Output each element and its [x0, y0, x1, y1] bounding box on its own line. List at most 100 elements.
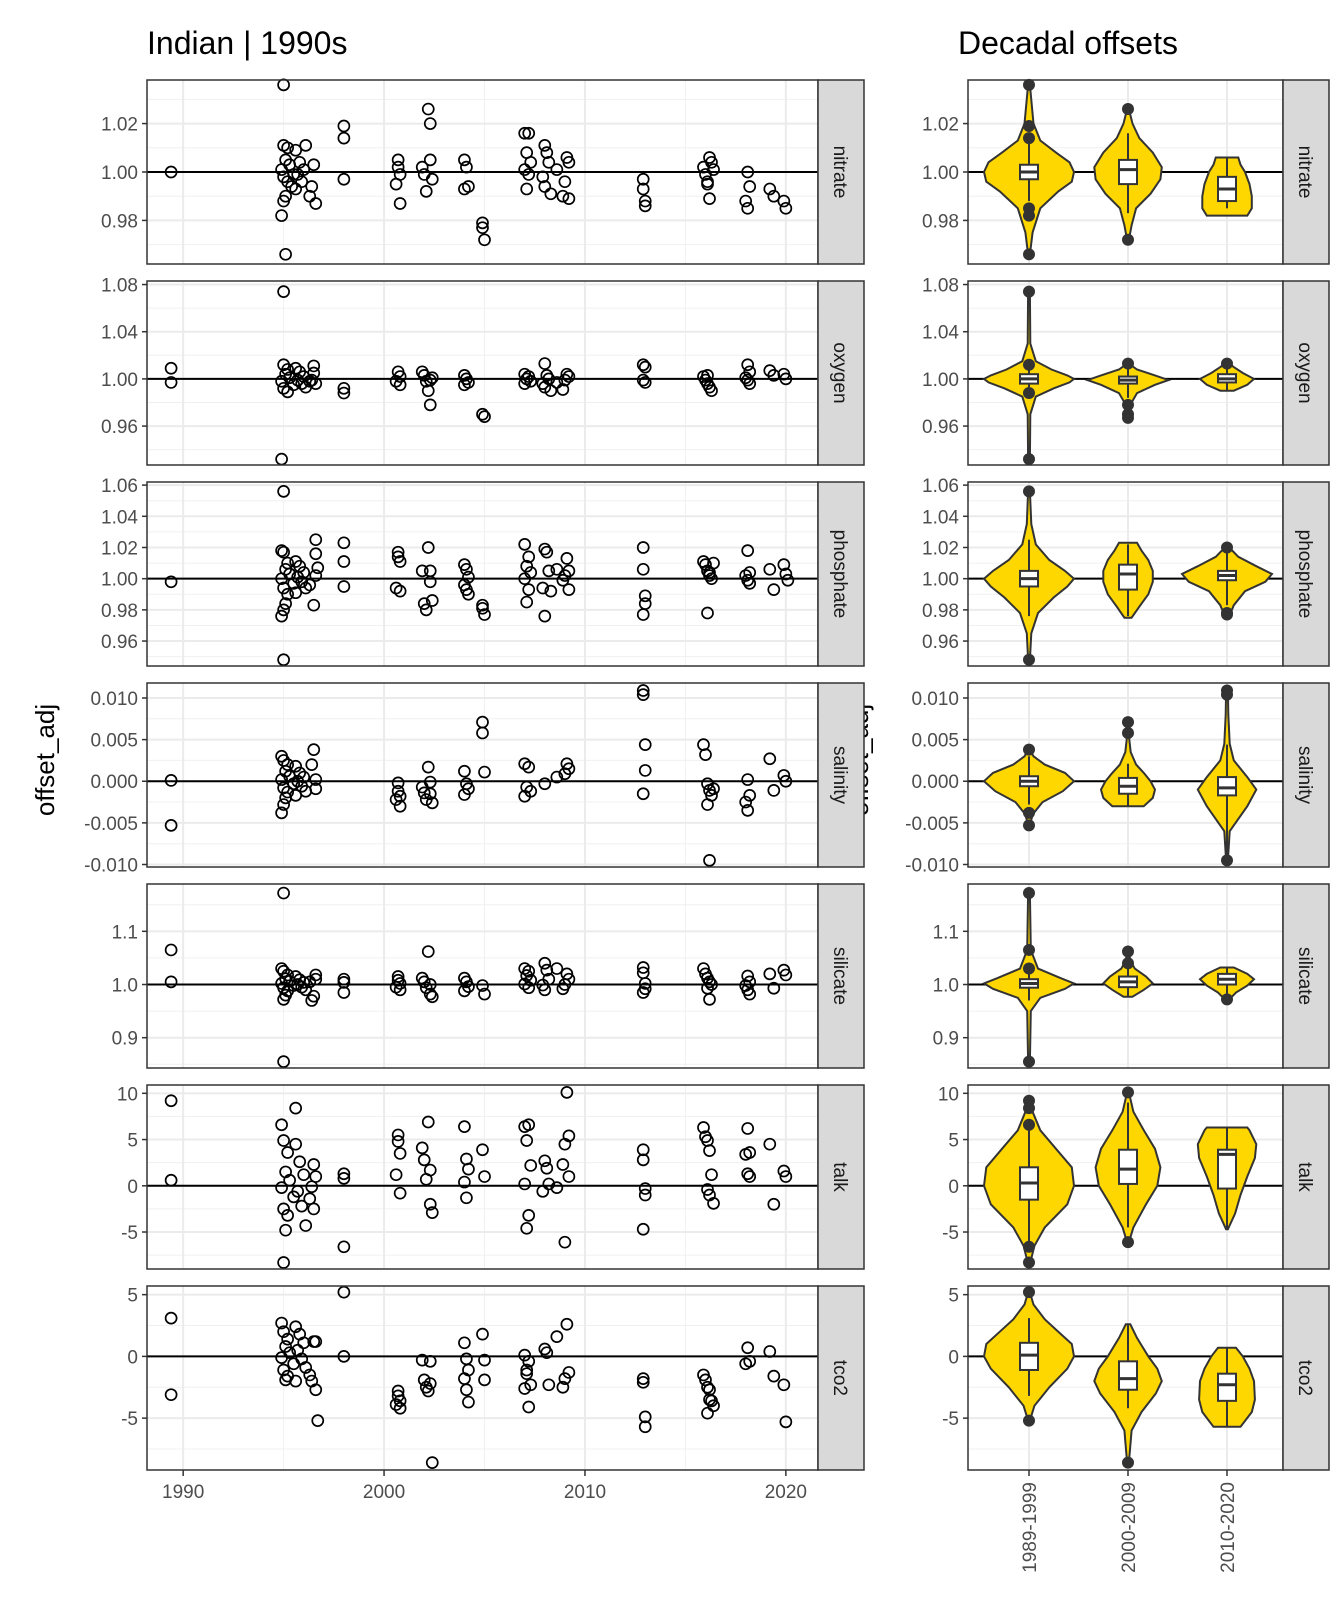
data-point	[389, 1398, 403, 1411]
data-point	[281, 1146, 294, 1159]
data-point	[636, 608, 650, 621]
y-tick-label: 0.000	[911, 772, 959, 793]
data-point	[636, 1153, 650, 1167]
outlier-point	[1023, 285, 1035, 298]
left-panel-salinity: -0.010 -0.005 0.000 0.005 0.010 salinity	[84, 682, 865, 877]
facet-strip	[1282, 883, 1330, 1069]
data-point	[277, 1134, 290, 1147]
data-point	[307, 598, 321, 612]
data-point	[741, 1341, 755, 1355]
data-point	[460, 562, 473, 576]
data-point	[281, 1209, 294, 1222]
facet-label-tco2: tco2	[829, 1360, 850, 1396]
data-point	[763, 182, 777, 196]
data-point	[337, 555, 351, 568]
data-point	[281, 385, 294, 399]
data-point	[638, 977, 652, 990]
data-point	[291, 1184, 305, 1198]
data-point	[558, 1235, 572, 1249]
data-point	[393, 1186, 407, 1200]
data-point	[419, 981, 433, 995]
data-point	[739, 1147, 753, 1161]
facet-strip	[817, 280, 865, 466]
data-point	[538, 777, 552, 791]
data-point	[538, 1154, 552, 1168]
data-point	[550, 770, 564, 784]
outlier-point	[1122, 716, 1134, 729]
y-tick-label: 1.04	[922, 323, 959, 344]
data-point	[458, 1336, 471, 1350]
right-panel-phosphate: 0.96 0.98 1.00 1.02 1.04 1.06 phosphate	[922, 476, 1330, 667]
data-point	[164, 975, 178, 989]
data-point	[275, 544, 288, 557]
data-point	[701, 369, 714, 382]
data-point	[462, 980, 475, 993]
data-point	[636, 684, 650, 697]
data-point	[277, 993, 290, 1006]
outlier-point	[1023, 1256, 1035, 1269]
y-tick-label: 1.06	[922, 476, 959, 497]
y-tick-label: 0.010	[90, 689, 138, 710]
data-point	[636, 688, 650, 702]
data-point	[164, 774, 178, 787]
right-panel-talk: -5 0 5 10 talk	[938, 1084, 1330, 1270]
data-point	[478, 410, 491, 423]
data-point	[558, 1137, 572, 1151]
y-tick-label: 0.98	[101, 601, 138, 622]
data-point	[423, 1377, 437, 1390]
left-panel-bg-salinity	[147, 683, 818, 867]
data-point	[741, 773, 755, 786]
data-point	[281, 758, 294, 771]
data-point	[767, 1369, 781, 1383]
data-point	[763, 752, 777, 766]
data-point	[763, 1137, 777, 1151]
facet-label-phosphate: phosphate	[1294, 530, 1315, 619]
data-point	[337, 976, 351, 989]
right-panel-salinity: -0.010 -0.005 0.000 0.005 0.010 salinity	[905, 682, 1330, 877]
data-point	[705, 572, 718, 586]
data-point	[462, 1395, 475, 1409]
data-point	[779, 372, 793, 386]
data-point	[460, 1383, 473, 1397]
facet-label-salinity: salinity	[829, 746, 850, 805]
data-point	[562, 370, 576, 383]
data-point	[636, 787, 650, 801]
data-point	[707, 1197, 720, 1210]
data-point	[767, 189, 781, 203]
data-point	[707, 163, 720, 176]
data-point	[277, 1256, 290, 1269]
data-point	[460, 1191, 473, 1205]
y-tick-label: 10	[117, 1084, 138, 1105]
data-point	[309, 782, 323, 796]
left-panel-talk: -5 0 5 10 talk	[117, 1084, 865, 1270]
data-point	[391, 160, 405, 174]
data-point	[164, 575, 178, 589]
data-point	[299, 139, 313, 152]
y-tick-label: 0	[948, 1347, 959, 1368]
data-point	[289, 586, 303, 600]
data-point	[164, 376, 178, 389]
data-point	[417, 597, 431, 610]
data-point	[705, 978, 718, 991]
data-point	[520, 1221, 534, 1235]
data-point	[697, 1121, 710, 1134]
data-point	[391, 776, 405, 790]
data-point	[293, 155, 307, 169]
category-label-2000-2009: 2000-2009	[1119, 1482, 1140, 1573]
x-tick-label: 2010	[564, 1482, 606, 1503]
scatter-title: Indian | 1990s	[147, 25, 347, 61]
data-point	[289, 1320, 303, 1334]
y-tick-label: 5	[948, 1286, 959, 1307]
data-point	[393, 1401, 407, 1415]
data-point	[636, 182, 650, 196]
data-point	[550, 1330, 564, 1343]
data-point	[562, 1170, 576, 1183]
y-tick-label: -0.005	[905, 814, 959, 835]
y-tick-label: 0.010	[911, 689, 959, 710]
facet-label-talk: talk	[1294, 1162, 1315, 1192]
data-point	[636, 358, 650, 372]
y-tick-label: 1.00	[922, 570, 959, 591]
data-point	[164, 819, 178, 832]
data-point	[297, 1168, 311, 1182]
data-point	[423, 373, 437, 387]
